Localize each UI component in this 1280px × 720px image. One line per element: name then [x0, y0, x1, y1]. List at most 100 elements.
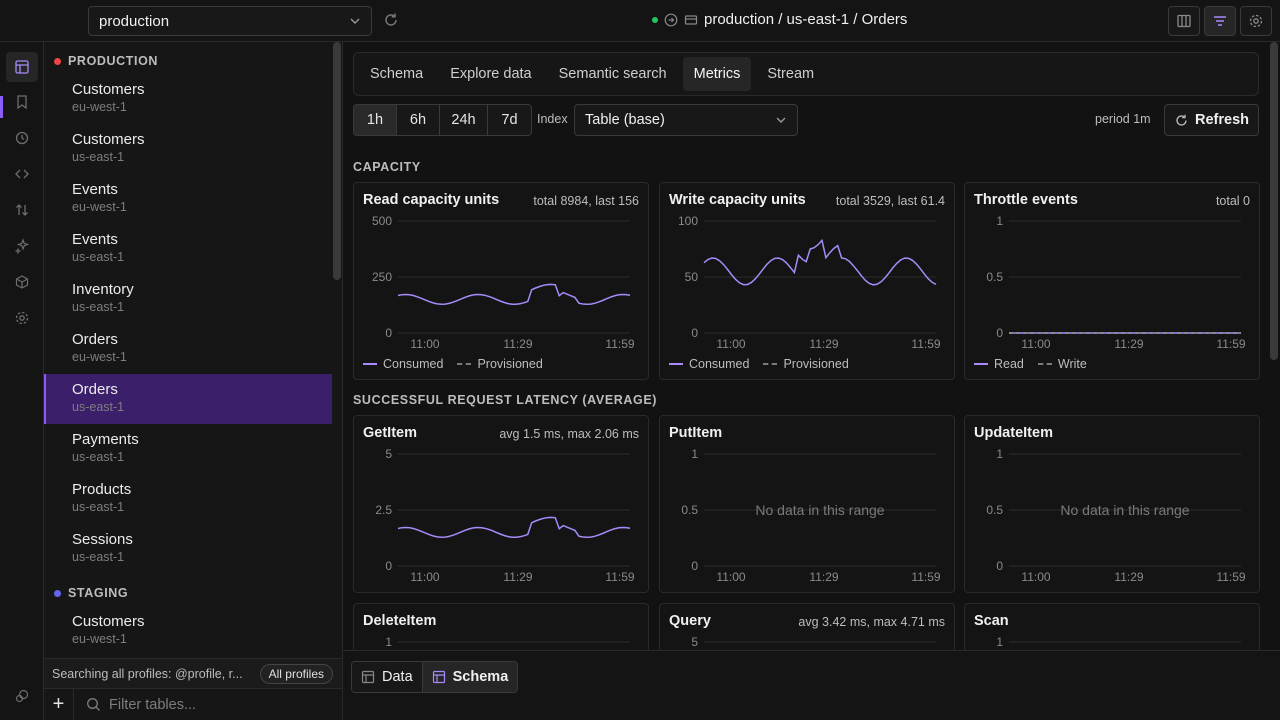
filter-tables-input[interactable]: Filter tables...: [86, 697, 196, 713]
y-tick-label: 5: [691, 635, 698, 649]
legend-item: Write: [1037, 357, 1087, 371]
legend-dash-swatch: [763, 363, 778, 365]
card-stat: avg 3.42 ms, max 4.71 ms: [798, 615, 945, 629]
profile-select[interactable]: production: [88, 6, 372, 36]
table-icon: [15, 60, 29, 74]
x-tick-label: 11:29: [1114, 337, 1143, 351]
card-stat: total 8984, last 156: [533, 194, 639, 208]
top-right-actions: [1164, 6, 1272, 36]
sidebar-item-sessions-us-east-1[interactable]: Sessions us-east-1: [44, 524, 332, 574]
y-tick-label: 50: [685, 270, 699, 284]
tab-explore-data[interactable]: Explore data: [450, 66, 532, 82]
x-tick-label: 11:59: [605, 337, 634, 351]
x-tick-label: 11:59: [911, 570, 940, 584]
card-stat: total 0: [1215, 194, 1250, 208]
range-6h-button[interactable]: 6h: [397, 105, 440, 135]
sidebar-item-events-eu-west-1[interactable]: Events eu-west-1: [44, 174, 332, 224]
chart-legend: Read Write: [974, 357, 1087, 371]
all-profiles-button[interactable]: All profiles: [259, 664, 333, 684]
tab-schema[interactable]: Schema: [370, 66, 424, 82]
series-line-consumed: [703, 238, 937, 286]
schema-view-button[interactable]: Schema: [421, 662, 518, 692]
card-stat: avg 1.5 ms, max 2.06 ms: [499, 427, 639, 441]
bottom-bar: Data Schema: [343, 650, 1280, 720]
sidebar-item-customers-us-east-1[interactable]: Customers us-east-1: [44, 124, 332, 174]
y-tick-label: 1: [691, 447, 698, 461]
columns-toggle-button[interactable]: [1168, 6, 1200, 36]
rail-package-button[interactable]: [10, 270, 34, 294]
filter-button[interactable]: [1204, 6, 1236, 36]
group-header-production[interactable]: PRODUCTION: [54, 54, 158, 68]
history-icon: [15, 131, 29, 145]
y-tick-label: 100: [678, 214, 698, 228]
sidebar-item-products-us-east-1[interactable]: Products us-east-1: [44, 474, 332, 524]
section-title-latency: SUCCESSFUL REQUEST LATENCY (AVERAGE): [353, 393, 658, 407]
card-title: Scan: [974, 613, 1009, 629]
y-tick-label: 0.5: [681, 503, 698, 517]
card-title: Throttle events: [974, 192, 1078, 208]
rail-feedback-button[interactable]: [10, 684, 34, 708]
time-range-group: 1h 6h 24h 7d: [353, 104, 532, 136]
tab-metrics[interactable]: Metrics: [682, 57, 752, 91]
group-title: STAGING: [68, 586, 129, 600]
add-table-button[interactable]: +: [44, 688, 74, 720]
range-1h-button[interactable]: 1h: [354, 105, 397, 135]
index-select[interactable]: Table (base): [574, 104, 798, 136]
table-region: us-east-1: [72, 150, 125, 164]
rail-active-indicator: [0, 96, 3, 118]
chart-svg: 500 250 0 11:00 11:29 11:59: [372, 214, 635, 351]
schema-view-label: Schema: [452, 669, 509, 685]
data-view-button[interactable]: Data: [352, 662, 422, 692]
sidebar-item-events-us-east-1[interactable]: Events us-east-1: [44, 224, 332, 274]
profile-search-text: Searching all profiles: @profile, r...: [52, 666, 243, 681]
legend-label: Consumed: [689, 357, 750, 371]
main-scrollbar[interactable]: [1270, 42, 1278, 360]
settings-button[interactable]: [1240, 6, 1272, 36]
legend-solid-swatch: [363, 363, 377, 365]
sidebar-item-customers-eu-west-1[interactable]: Customers eu-west-1: [44, 74, 332, 124]
rail-bookmarks-button[interactable]: [10, 90, 34, 114]
table-region: us-east-1: [72, 300, 125, 314]
tab-semantic-search[interactable]: Semantic search: [558, 66, 667, 82]
range-7d-button[interactable]: 7d: [488, 105, 531, 135]
sidebar-item-inventory-us-east-1[interactable]: Inventory us-east-1: [44, 274, 332, 324]
y-tick-label: 0: [385, 559, 392, 573]
refresh-label: Refresh: [1195, 112, 1249, 128]
y-tick-label: 0.5: [986, 503, 1003, 517]
y-tick-label: 5: [385, 447, 392, 461]
sidebar-scrollbar[interactable]: [333, 42, 341, 280]
rail-code-button[interactable]: [10, 162, 34, 186]
rail-ai-button[interactable]: [10, 234, 34, 258]
table-region: eu-west-1: [72, 632, 127, 646]
chart-card-getitem: GetItem avg 1.5 ms, max 2.06 ms 5 2.5 0 11:…: [353, 415, 649, 593]
card-title: Write capacity units: [669, 192, 806, 208]
tab-stream[interactable]: Stream: [767, 66, 815, 82]
table-region: us-east-1: [72, 550, 125, 564]
sidebar-item-staging-customers-eu-west-1[interactable]: Customers eu-west-1: [44, 606, 332, 656]
rail-tables-button[interactable]: [6, 52, 38, 82]
rail-history-button[interactable]: [10, 126, 34, 150]
legend-label: Provisioned: [477, 357, 543, 371]
profile-search-hint: Searching all profiles: @profile, r... A…: [44, 658, 342, 688]
sidebar-item-orders-us-east-1[interactable]: Orders us-east-1: [44, 374, 332, 424]
x-tick-label: 11:59: [1216, 337, 1245, 351]
y-tick-label: 0: [385, 326, 392, 340]
group-header-staging[interactable]: STAGING: [54, 586, 128, 600]
table-name: Orders: [72, 381, 118, 398]
table-card-icon: [684, 14, 698, 25]
legend-label: Write: [1057, 357, 1087, 371]
sidebar-item-payments-us-east-1[interactable]: Payments us-east-1: [44, 424, 332, 474]
legend-item: Provisioned: [457, 357, 543, 371]
card-stat: total 3529, last 61.4: [835, 194, 945, 208]
refresh-button[interactable]: Refresh: [1164, 104, 1259, 136]
sidebar-item-orders-eu-west-1[interactable]: Orders eu-west-1: [44, 324, 332, 374]
table-region: eu-west-1: [72, 350, 127, 364]
data-view-label: Data: [382, 669, 413, 685]
range-24h-button[interactable]: 24h: [440, 105, 488, 135]
rail-settings-button[interactable]: [10, 306, 34, 330]
reload-icon[interactable]: [382, 11, 402, 31]
rail-sort-button[interactable]: [10, 198, 34, 222]
x-tick-label: 11:29: [809, 337, 838, 351]
gear-icon: [1249, 14, 1263, 28]
y-tick-label: 0: [691, 326, 698, 340]
